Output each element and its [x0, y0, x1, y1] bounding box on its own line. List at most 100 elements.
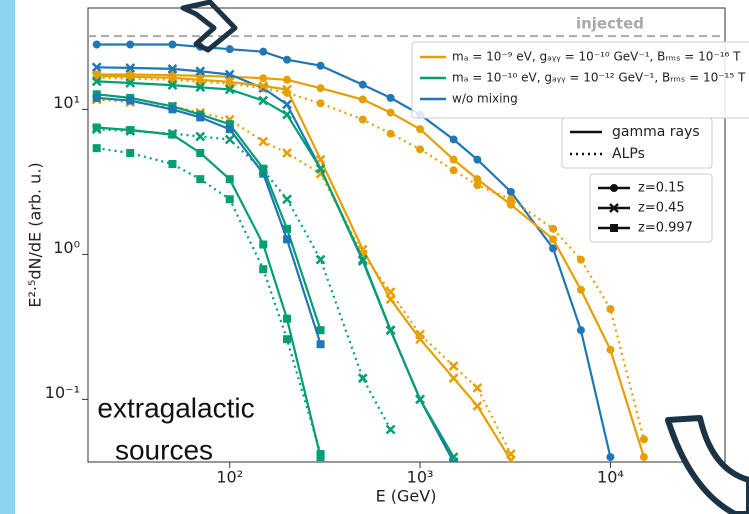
- marker: [473, 175, 482, 184]
- marker: [196, 149, 205, 158]
- marker: [358, 115, 367, 124]
- series-line: [96, 80, 455, 458]
- legend-label: mₐ = 10⁻⁹ eV, gₐᵧᵧ = 10⁻¹⁰ GeV⁻¹, Bᵣₘₛ =…: [452, 50, 741, 64]
- legend-label: w/o mixing: [452, 92, 518, 106]
- legend-box: [561, 117, 713, 169]
- marker: [282, 194, 292, 205]
- marker: [259, 265, 268, 274]
- marker: [224, 134, 235, 145]
- series-line: [96, 98, 512, 455]
- marker: [315, 163, 326, 174]
- marker: [316, 84, 325, 93]
- marker: [506, 449, 516, 459]
- marker: [357, 254, 368, 265]
- marker: [415, 394, 425, 405]
- marker: [385, 294, 396, 305]
- marker: [258, 95, 269, 106]
- marker: [386, 108, 395, 117]
- annotation-text: sources: [115, 434, 213, 465]
- marker: [315, 254, 326, 265]
- marker: [125, 78, 136, 88]
- arrow-decoration: [180, 0, 238, 53]
- legend-marker: [609, 203, 619, 213]
- marker: [195, 82, 206, 93]
- marker: [576, 255, 585, 264]
- marker: [126, 126, 135, 135]
- series-line: [96, 74, 512, 461]
- marker: [283, 55, 292, 64]
- marker: [92, 93, 101, 102]
- marker: [225, 120, 234, 129]
- arrow-decoration: [665, 415, 749, 514]
- legend-label: z=0.45: [638, 201, 685, 216]
- marker: [282, 148, 292, 158]
- marker: [449, 166, 458, 175]
- marker: [506, 187, 515, 196]
- marker: [448, 373, 459, 384]
- marker: [283, 235, 292, 244]
- injected-label: injected: [576, 15, 644, 33]
- marker: [639, 453, 648, 462]
- legend-label: ALPs: [612, 146, 645, 162]
- marker: [358, 80, 367, 89]
- series-line: [96, 73, 645, 458]
- marker: [449, 135, 458, 144]
- marker: [473, 155, 482, 164]
- marker: [225, 45, 234, 54]
- marker: [549, 224, 558, 233]
- marker: [385, 325, 396, 336]
- marker: [448, 452, 459, 462]
- marker: [385, 287, 396, 297]
- marker: [576, 285, 585, 294]
- marker: [316, 450, 325, 459]
- marker: [126, 96, 135, 105]
- marker: [259, 169, 268, 178]
- marker: [258, 136, 269, 147]
- series-line: [96, 147, 322, 455]
- marker: [167, 80, 178, 90]
- series-line: [96, 93, 322, 331]
- marker: [168, 159, 177, 168]
- marker: [224, 84, 235, 95]
- marker: [282, 84, 292, 95]
- marker: [167, 72, 178, 83]
- y-axis-label: E²·⁵dN/dE (arb. u.): [26, 162, 45, 307]
- marker: [259, 74, 268, 83]
- marker: [473, 181, 482, 190]
- marker: [283, 224, 292, 233]
- marker: [225, 195, 234, 204]
- marker: [472, 383, 483, 393]
- marker: [386, 93, 395, 102]
- x-tick-label: 10³: [407, 468, 434, 487]
- marker: [92, 40, 101, 49]
- y-tick-label: 10⁻¹: [45, 383, 80, 402]
- marker: [167, 64, 178, 74]
- marker: [316, 326, 325, 335]
- legend-label: z=0.15: [638, 181, 685, 196]
- marker: [259, 240, 268, 249]
- marker: [606, 305, 615, 314]
- marker: [224, 76, 235, 87]
- marker: [357, 373, 368, 384]
- marker: [606, 345, 615, 354]
- marker: [316, 61, 325, 70]
- marker: [92, 123, 101, 132]
- marker: [416, 125, 425, 134]
- marker: [195, 131, 206, 142]
- marker: [639, 435, 648, 444]
- marker: [606, 453, 615, 462]
- series-line: [96, 76, 645, 440]
- marker: [125, 63, 136, 73]
- x-tick-label: 10⁴: [597, 468, 624, 487]
- plot-frame: [87, 7, 726, 463]
- marker: [196, 113, 205, 122]
- marker: [282, 99, 292, 110]
- marker: [576, 326, 585, 335]
- marker: [449, 155, 458, 164]
- marker: [549, 244, 558, 253]
- series-line: [96, 126, 322, 458]
- marker: [126, 40, 135, 49]
- marker: [195, 66, 206, 77]
